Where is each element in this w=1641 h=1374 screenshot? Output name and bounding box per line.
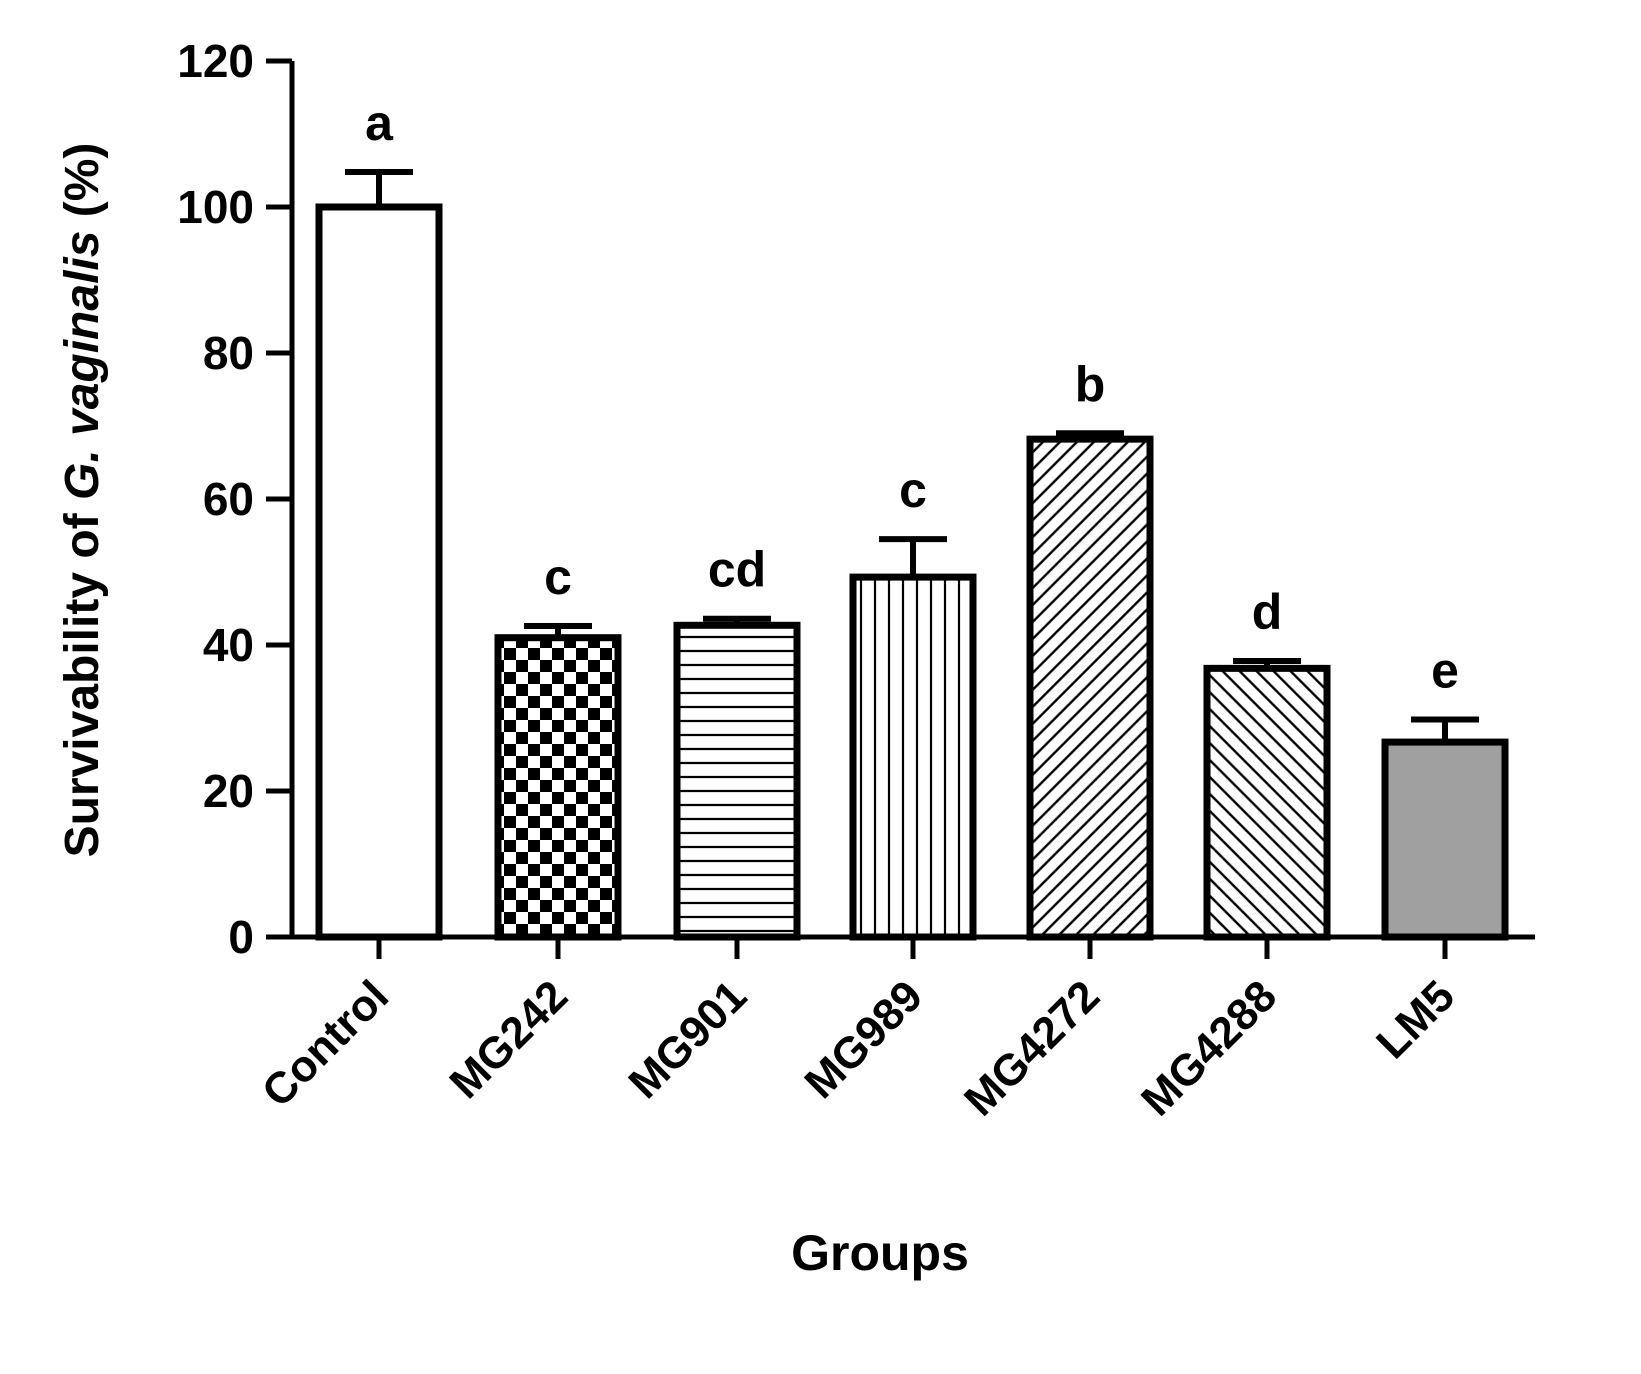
error-bars-layer — [345, 168, 1479, 743]
bar-mg989 — [849, 573, 977, 941]
y-tick-label-40: 40 — [203, 619, 254, 671]
axes-layer — [266, 58, 1535, 959]
x-tick-label-mg901: MG901 — [619, 971, 756, 1108]
significance-label-control: a — [365, 95, 394, 151]
x-tick-label-control: Control — [253, 971, 398, 1116]
bar-mg242 — [494, 634, 622, 941]
bar-control — [315, 203, 443, 941]
x-tick-label-mg4272: MG4272 — [955, 971, 1109, 1125]
y-axis-title-species: G. vaginalis — [56, 231, 109, 500]
significance-label-mg901: cd — [708, 542, 766, 598]
x-tick-label-mg242: MG242 — [440, 971, 577, 1108]
bar-lm5 — [1381, 738, 1509, 941]
y-axis-title-prefix: Survivability of — [56, 500, 109, 857]
x-axis-title: Groups — [791, 1225, 969, 1281]
y-tick-label-60: 60 — [203, 473, 254, 525]
x-tick-label-mg4288: MG4288 — [1132, 971, 1286, 1125]
x-tick-label-lm5: LM5 — [1367, 971, 1464, 1068]
bar-mg901 — [673, 621, 801, 941]
significance-label-lm5: e — [1431, 642, 1459, 698]
y-tick-label-0: 0 — [228, 911, 254, 963]
y-tick-label-20: 20 — [203, 765, 254, 817]
significance-label-mg242: c — [544, 549, 572, 605]
bar-mg4272 — [1026, 435, 1154, 941]
bar-mg4288 — [1203, 664, 1331, 941]
y-tick-label-100: 100 — [177, 181, 254, 233]
significance-label-mg4272: b — [1075, 356, 1106, 412]
y-axis-title: Survivability of G. vaginalis (%) — [56, 143, 109, 858]
significance-label-mg4288: d — [1252, 584, 1283, 640]
y-axis-title-unit: (%) — [56, 143, 109, 231]
y-tick-label-120: 120 — [177, 35, 254, 87]
y-tick-label-80: 80 — [203, 327, 254, 379]
x-tick-label-mg989: MG989 — [795, 971, 932, 1108]
significance-label-mg989: c — [899, 462, 927, 518]
